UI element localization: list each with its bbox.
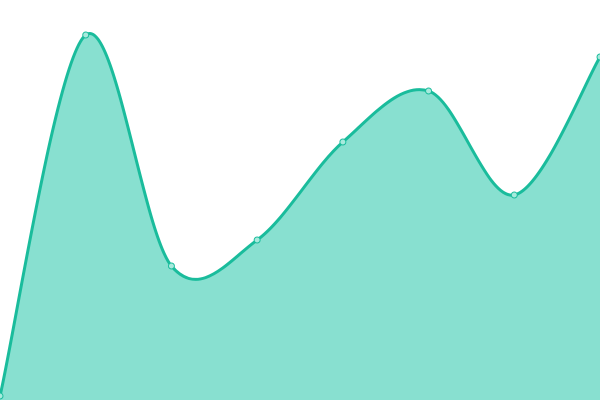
data-point-6 xyxy=(510,191,518,199)
data-point-1 xyxy=(82,31,90,39)
data-point-7 xyxy=(596,53,600,61)
data-points xyxy=(0,31,600,400)
data-point-5 xyxy=(425,87,433,95)
data-point-4 xyxy=(339,138,347,146)
data-point-3 xyxy=(253,236,261,244)
area-fill xyxy=(0,33,600,400)
data-point-0 xyxy=(0,392,4,400)
data-point-2 xyxy=(167,262,175,270)
